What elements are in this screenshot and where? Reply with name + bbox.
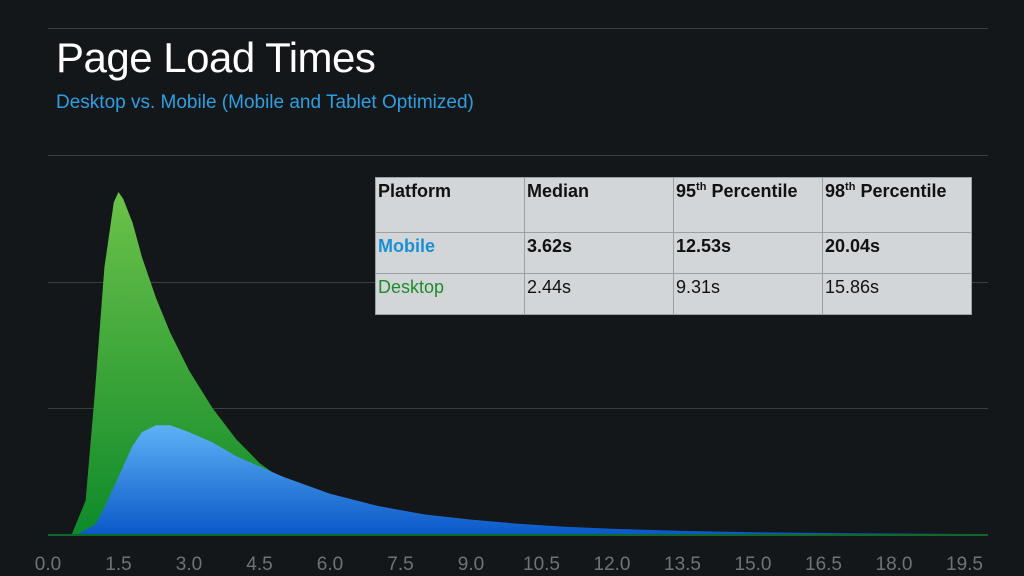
x-tick-label: 15.0	[735, 554, 772, 575]
header-platform: Platform	[375, 177, 525, 233]
x-tick-label: 0.0	[35, 554, 61, 575]
x-tick-label: 3.0	[176, 554, 202, 575]
x-tick-label: 7.5	[387, 554, 413, 575]
gridline	[48, 155, 988, 156]
x-tick-label: 16.5	[805, 554, 842, 575]
cell-p98-mobile: 20.04s	[822, 232, 972, 274]
x-tick-label: 1.5	[105, 554, 131, 575]
cell-platform-desktop: Desktop	[375, 273, 525, 315]
gridline	[48, 408, 988, 409]
x-tick-label: 4.5	[246, 554, 272, 575]
table-row-mobile: Mobile 3.62s 12.53s 20.04s	[375, 232, 972, 274]
cell-platform-mobile: Mobile	[375, 232, 525, 274]
header-98th: 98th Percentile	[822, 177, 972, 233]
header-95th: 95th Percentile	[673, 177, 823, 233]
cell-p98-desktop: 15.86s	[822, 273, 972, 315]
x-tick-label: 9.0	[458, 554, 484, 575]
cell-median-desktop: 2.44s	[524, 273, 674, 315]
header-median: Median	[524, 177, 674, 233]
page-subtitle: Desktop vs. Mobile (Mobile and Tablet Op…	[56, 92, 474, 113]
x-tick-label: 18.0	[876, 554, 913, 575]
x-tick-label: 12.0	[594, 554, 631, 575]
percentile-table: Platform Median 95th Percentile 98th Per…	[375, 177, 972, 315]
cell-p95-desktop: 9.31s	[673, 273, 823, 315]
x-tick-label: 10.5	[523, 554, 560, 575]
cell-p95-mobile: 12.53s	[673, 232, 823, 274]
cell-median-mobile: 3.62s	[524, 232, 674, 274]
top-rule	[48, 28, 988, 29]
x-tick-label: 6.0	[317, 554, 343, 575]
page-title: Page Load Times	[56, 34, 376, 81]
table-header-row: Platform Median 95th Percentile 98th Per…	[375, 177, 972, 233]
x-tick-label: 19.5	[946, 554, 983, 575]
table-row-desktop: Desktop 2.44s 9.31s 15.86s	[375, 273, 972, 315]
x-tick-label: 13.5	[664, 554, 701, 575]
series-area-1	[76, 425, 965, 535]
